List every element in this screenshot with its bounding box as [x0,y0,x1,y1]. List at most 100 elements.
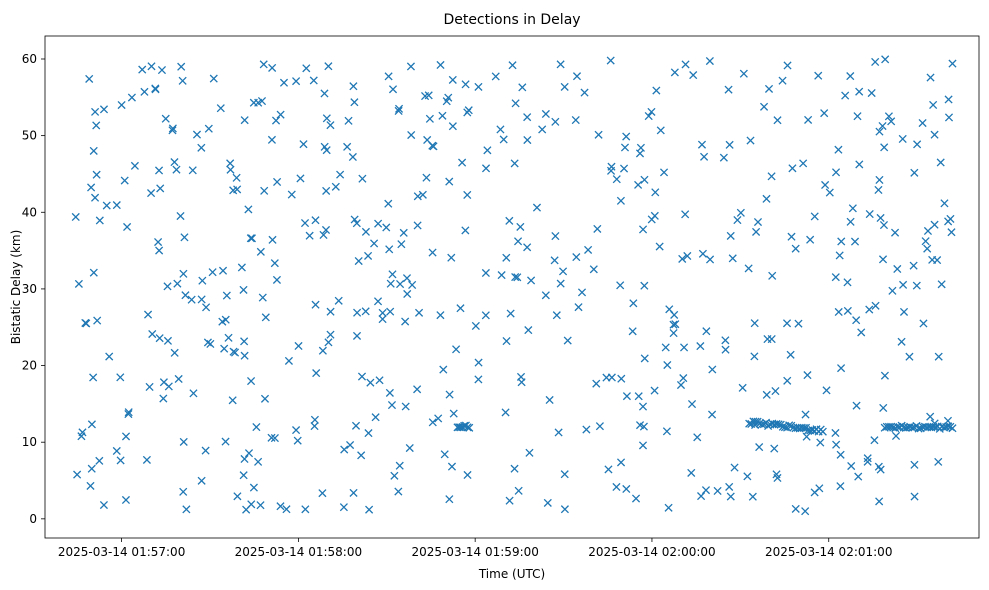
data-point [510,464,519,473]
data-point [151,85,160,94]
data-point [148,329,157,339]
data-point [448,122,457,131]
data-point [871,57,880,66]
data-point [650,386,659,395]
y-tick-label: 40 [22,205,37,219]
data-point [312,369,321,378]
data-point [508,61,517,70]
data-point [743,472,752,481]
data-point [944,217,953,226]
data-point [511,272,520,282]
data-point [407,130,416,140]
data-point [801,507,810,516]
data-point [189,389,198,398]
data-point [791,244,800,253]
x-axis-label: Time (UTC) [478,567,545,581]
data-point [556,279,565,288]
data-point [511,99,520,108]
data-point [145,382,154,391]
data-point [937,280,946,289]
data-point [510,159,519,168]
data-point [309,76,318,85]
data-point [89,373,98,382]
data-point [934,457,943,466]
data-point [899,280,908,289]
data-point [890,228,900,237]
data-point [612,175,621,184]
data-point [92,170,101,179]
y-tick-label: 20 [22,359,37,373]
data-point [442,97,451,106]
data-point [843,278,852,287]
data-point [112,446,121,456]
data-point [81,318,90,328]
data-point [429,142,438,151]
data-point [294,341,303,351]
data-point [640,281,649,290]
data-point [655,242,664,251]
data-point [592,379,601,388]
data-point [161,114,170,123]
data-point [571,116,580,125]
data-point [616,281,625,290]
data-point [394,487,403,496]
data-point [279,78,289,87]
data-point [843,306,852,315]
data-point [665,305,674,314]
data-point [744,264,753,273]
data-point [852,401,861,410]
data-point [785,421,794,430]
data-point [387,400,397,410]
data-point [471,321,480,330]
data-point [919,319,928,328]
data-point [560,470,569,479]
data-point [344,116,353,125]
data-point [821,180,830,190]
data-point [188,166,197,175]
data-point [770,444,779,453]
data-point [662,427,671,436]
data-point [287,190,296,199]
data-point [366,378,375,387]
data-point [267,433,276,442]
data-point [651,188,660,197]
data-point [513,273,522,282]
data-point [385,388,394,397]
data-point [292,77,301,86]
data-point [822,386,831,395]
data-point [322,114,331,123]
x-tick-label: 2025-03-14 01:58:00 [235,545,362,559]
data-point [617,374,626,383]
data-point [774,420,783,429]
data-point [606,56,615,65]
data-point [730,463,739,472]
data-point [767,172,776,181]
data-point [524,326,533,335]
data-point [156,184,165,193]
data-point [147,189,156,198]
data-point [783,376,792,385]
data-point [554,428,563,437]
data-point [373,297,383,306]
data-point [233,492,242,501]
data-point [832,440,841,449]
y-tick-label: 60 [22,52,37,66]
data-point [669,320,678,329]
data-point [421,91,430,101]
data-point [422,173,431,182]
data-point [499,135,508,144]
x-axis: 2025-03-14 01:57:00 2025-03-14 01:58:00 20… [58,538,892,559]
data-point [365,505,374,514]
data-point [163,336,173,345]
data-point [762,390,771,399]
data-point [300,219,310,228]
data-point [701,486,711,495]
data-point [438,111,447,120]
data-point [816,438,825,447]
data-point [724,85,733,94]
data-point [899,307,909,316]
data-point [226,165,235,174]
data-point [340,445,349,454]
data-point [739,69,748,78]
